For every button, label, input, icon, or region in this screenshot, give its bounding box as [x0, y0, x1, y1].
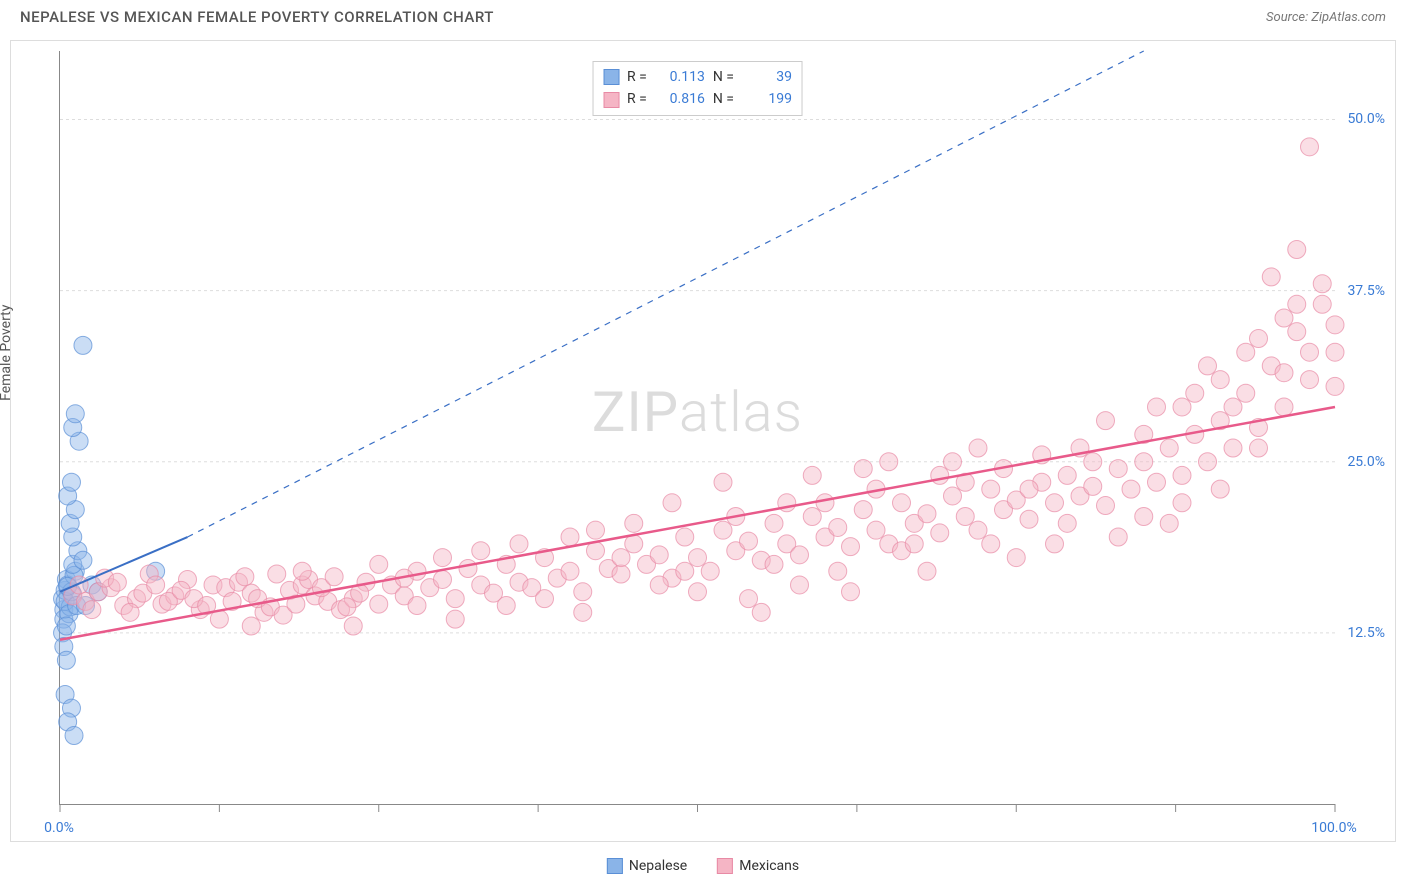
chart-title: NEPALESE VS MEXICAN FEMALE POVERTY CORRE… [20, 8, 494, 26]
legend-n-value-1: 199 [742, 88, 792, 110]
y-tick-label: 12.5% [1347, 625, 1385, 641]
stats-legend: R = 0.113 N = 39 R = 0.816 N = 199 [592, 61, 803, 116]
y-axis-label: Female Poverty [0, 305, 14, 401]
chart-container: Female Poverty ZIPatlas R = 0.113 N = 39… [10, 40, 1396, 842]
bottom-legend-item-mexicans: Mexicans [717, 858, 799, 874]
legend-row-nepalese: R = 0.113 N = 39 [603, 66, 792, 88]
legend-n-label: N = [713, 88, 734, 110]
legend-r-value-1: 0.816 [655, 88, 705, 110]
bottom-label-0: Nepalese [629, 858, 687, 874]
y-tick-label: 25.0% [1347, 454, 1385, 470]
plot-svg [60, 51, 1335, 804]
x-tick-label: 0.0% [44, 820, 74, 836]
legend-r-value-0: 0.113 [655, 66, 705, 88]
legend-n-value-0: 39 [742, 66, 792, 88]
chart-header: NEPALESE VS MEXICAN FEMALE POVERTY CORRE… [0, 0, 1406, 34]
plot-area: ZIPatlas R = 0.113 N = 39 R = 0.816 N = … [59, 51, 1335, 805]
legend-row-mexicans: R = 0.816 N = 199 [603, 88, 792, 110]
legend-swatch-mexicans [603, 92, 619, 108]
legend-r-label: R = [627, 88, 647, 110]
bottom-swatch-mexicans [717, 858, 733, 874]
chart-source: Source: ZipAtlas.com [1266, 10, 1386, 25]
bottom-swatch-nepalese [607, 858, 623, 874]
legend-swatch-nepalese [603, 69, 619, 85]
y-tick-label: 50.0% [1347, 111, 1385, 127]
y-tick-label: 37.5% [1347, 283, 1385, 299]
legend-n-label: N = [713, 66, 734, 88]
bottom-legend-item-nepalese: Nepalese [607, 858, 687, 874]
bottom-label-1: Mexicans [739, 858, 799, 874]
x-tick-label: 100.0% [1311, 820, 1356, 836]
bottom-legend: Nepalese Mexicans [607, 858, 799, 874]
legend-r-label: R = [627, 66, 647, 88]
